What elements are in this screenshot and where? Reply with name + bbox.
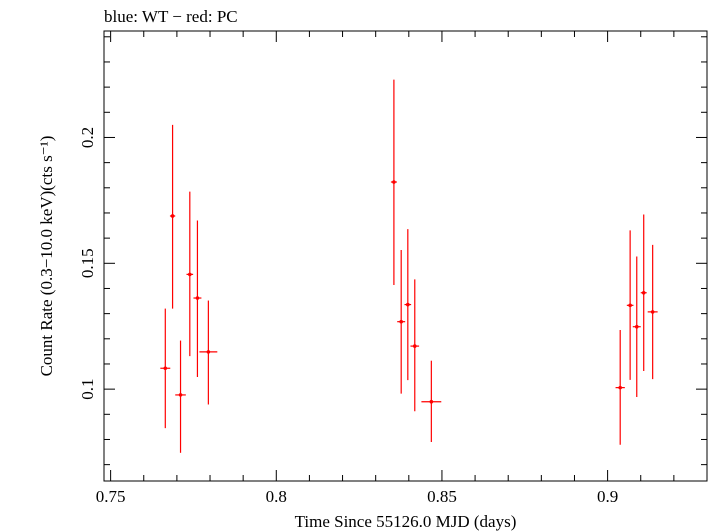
point-marker xyxy=(188,272,192,277)
data-point xyxy=(647,244,658,380)
point-marker xyxy=(412,344,417,348)
x-tick-label: 0.75 xyxy=(96,487,126,506)
point-marker xyxy=(170,214,175,218)
y-tick-label: 0.1 xyxy=(78,379,97,400)
data-point xyxy=(193,220,202,378)
x-tick-label: 0.85 xyxy=(427,487,457,506)
point-marker xyxy=(178,393,183,397)
plot-frame xyxy=(103,30,708,482)
y-tick-labels: 0.1 0.15 0.2 xyxy=(78,127,97,400)
data-points xyxy=(160,79,658,453)
data-point xyxy=(632,256,641,397)
y-axis-label: Count Rate (0.3−10.0 keV)(cts s⁻¹) xyxy=(37,136,56,377)
point-marker xyxy=(634,324,639,329)
x-axis-label: Time Since 55126.0 MJD (days) xyxy=(295,512,517,531)
point-marker xyxy=(618,385,622,390)
data-point xyxy=(421,360,442,442)
point-marker xyxy=(195,296,200,300)
y-tick-label: 0.15 xyxy=(78,248,97,278)
data-point xyxy=(404,229,412,381)
point-marker xyxy=(206,350,211,354)
data-point xyxy=(390,79,397,285)
y-tick-label: 0.2 xyxy=(78,127,97,148)
point-marker xyxy=(641,290,646,295)
x-tick-label: 0.8 xyxy=(266,487,287,506)
data-point xyxy=(199,300,218,405)
point-marker xyxy=(628,303,632,308)
x-tick-label: 0.9 xyxy=(597,487,618,506)
point-marker xyxy=(406,302,410,307)
point-marker xyxy=(429,399,434,404)
data-point xyxy=(169,124,176,309)
point-marker xyxy=(650,310,655,314)
data-point xyxy=(175,340,186,453)
data-point xyxy=(160,308,171,429)
data-point xyxy=(615,329,625,445)
chart-title: blue: WT − red: PC xyxy=(104,7,238,26)
data-point xyxy=(186,191,194,357)
data-point xyxy=(410,279,420,412)
point-marker xyxy=(392,180,396,184)
data-point xyxy=(640,214,647,372)
axis-ticks xyxy=(104,31,708,481)
x-tick-labels: 0.75 0.8 0.85 0.9 xyxy=(96,487,618,506)
data-point xyxy=(397,249,406,394)
point-marker xyxy=(163,366,168,371)
data-point xyxy=(626,230,634,380)
point-marker xyxy=(399,319,403,324)
